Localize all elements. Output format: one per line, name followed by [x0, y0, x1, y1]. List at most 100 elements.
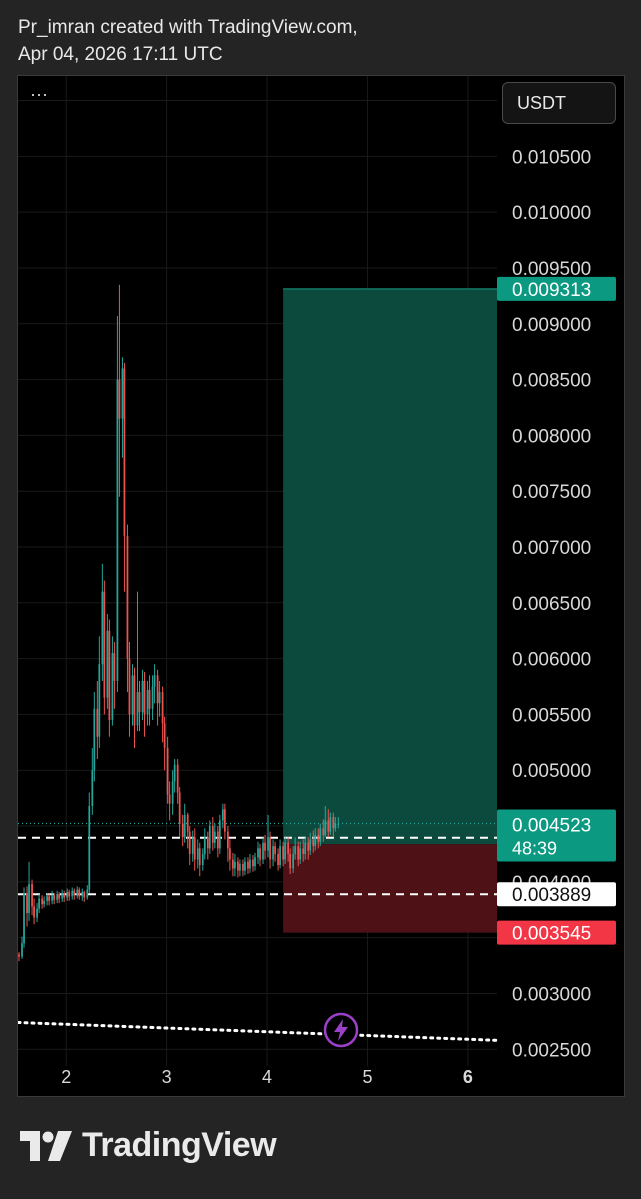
candlestick-series: [18, 284, 340, 962]
candle-body: [287, 842, 290, 854]
candle-body: [201, 853, 204, 866]
candle-body: [48, 896, 51, 901]
candle-body: [26, 893, 28, 914]
candle-body: [36, 908, 38, 918]
candle-body: [31, 884, 33, 907]
candle-body: [272, 846, 274, 860]
candle-body: [43, 900, 45, 905]
bar-countdown: 48:39: [512, 838, 557, 858]
candle-body: [171, 781, 174, 804]
candle-body: [218, 820, 221, 849]
price-chart[interactable]: 0.0110000.0105000.0100000.0095000.009000…: [18, 76, 625, 1097]
y-tick-label: 0.009000: [512, 315, 591, 336]
candle-body: [128, 658, 131, 715]
candle-body: [21, 943, 23, 957]
candle-body: [158, 692, 161, 704]
currency-selector[interactable]: USDT: [502, 82, 616, 124]
candle-body: [223, 809, 226, 832]
candle-body: [138, 692, 141, 713]
tradingview-logo-icon: [20, 1130, 72, 1161]
candle-body: [161, 692, 164, 724]
candle-body: [163, 723, 166, 748]
candle-body: [249, 859, 251, 869]
candle-body: [166, 747, 169, 795]
candle-body: [121, 368, 124, 419]
candle-body: [33, 906, 35, 918]
y-tick-label: 0.008000: [512, 426, 591, 447]
x-tick-label: 5: [362, 1067, 372, 1087]
candle-body: [61, 893, 64, 899]
x-tick-label: 3: [162, 1067, 172, 1087]
tradingview-wordmark: TradingView: [82, 1126, 277, 1164]
candle-body: [28, 884, 30, 914]
price-label-line-text: 0.003889: [512, 885, 591, 906]
candle-body: [269, 837, 271, 860]
candle-body: [229, 848, 231, 860]
candle-body: [254, 857, 256, 867]
candle-body: [38, 898, 40, 909]
profit-zone: [283, 288, 497, 845]
candle-body: [191, 837, 194, 854]
y-tick-label: 0.010000: [512, 203, 591, 224]
candle-body: [247, 861, 249, 869]
chart-panel[interactable]: 0.0110000.0105000.0100000.0095000.009000…: [17, 75, 625, 1097]
candle-body: [206, 837, 209, 849]
candle-body: [322, 828, 325, 835]
candle-body: [93, 708, 96, 771]
candle-body: [148, 689, 151, 709]
price-label-stop: 0.003545: [497, 920, 616, 945]
candle-body: [131, 675, 134, 715]
candle-body: [226, 831, 229, 849]
candle-body: [51, 895, 54, 901]
candle-body: [237, 861, 239, 871]
candle-body: [101, 591, 104, 665]
candle-body: [259, 848, 261, 860]
candle-body: [264, 842, 266, 851]
candle-body: [317, 834, 320, 842]
candle-body: [297, 846, 300, 860]
candle-body: [103, 591, 106, 698]
candle-body: [257, 848, 259, 858]
price-axis: 0.0110000.0105000.0100000.0095000.009000…: [512, 92, 591, 1062]
price-labels: 0.0093130.0043950.0043370.0038890.003545…: [497, 276, 616, 945]
candle-body: [173, 764, 176, 782]
candle-body: [176, 764, 179, 793]
y-tick-label: 0.005000: [512, 761, 591, 782]
candle-body: [244, 861, 246, 871]
more-menu-button[interactable]: ···: [30, 84, 48, 104]
candle-body: [332, 817, 335, 829]
candle-body: [78, 889, 81, 897]
candle-body: [262, 842, 264, 860]
y-tick-label: 0.007000: [512, 538, 591, 559]
last-price-value: 0.004523: [512, 815, 591, 836]
candle-body: [312, 839, 315, 847]
candle-body: [71, 890, 74, 897]
candle-body: [68, 891, 71, 897]
chart-attribution: Pr_imran created with TradingView.com, A…: [18, 14, 358, 68]
candle-body: [304, 842, 307, 854]
attribution-timestamp: Apr 04, 2026 17:11 UTC: [18, 44, 223, 65]
loss-zone: [283, 844, 497, 933]
candle-body: [183, 814, 186, 838]
candle-body: [73, 890, 76, 896]
candle-body: [151, 686, 154, 709]
candle-body: [126, 535, 129, 659]
candle-body: [198, 848, 201, 866]
candle-body: [329, 817, 332, 832]
candle-body: [319, 828, 322, 842]
price-label-line: 0.003889: [497, 882, 616, 907]
candle-body: [98, 664, 101, 737]
time-axis: 2 3 4 5 6: [61, 1067, 473, 1087]
candle-body: [108, 630, 111, 721]
x-tick-label: 2: [61, 1067, 71, 1087]
candle-body: [309, 839, 312, 851]
candle-body: [181, 823, 184, 838]
candle-body: [279, 846, 281, 866]
candle-body: [252, 859, 254, 867]
candle-body: [63, 893, 66, 898]
candle-body: [242, 863, 244, 871]
candle-body: [116, 379, 119, 681]
candle-body: [96, 708, 99, 737]
lightning-icon[interactable]: [323, 1012, 359, 1048]
candle-body: [23, 893, 25, 944]
